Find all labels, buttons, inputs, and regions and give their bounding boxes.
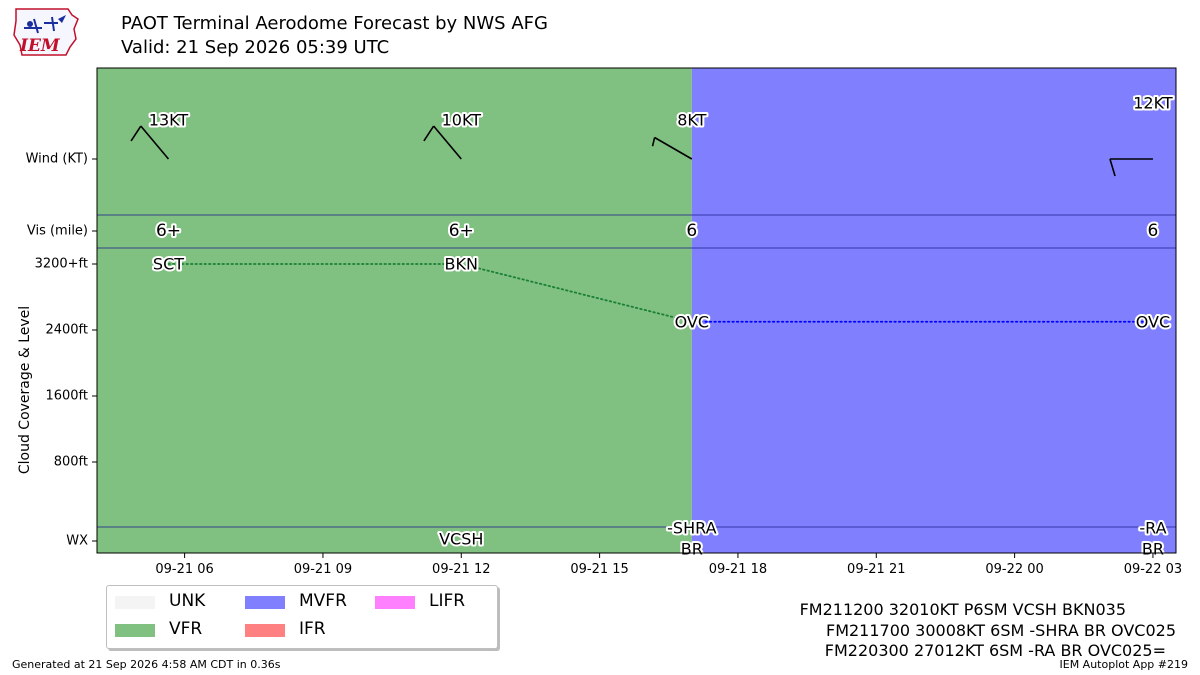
cloud-level-line (460, 263, 693, 323)
band-vfr (97, 68, 692, 553)
x-tick-label: 09-21 06 (155, 562, 213, 577)
plot-frame (96, 67, 1177, 554)
x-tick-label: 09-21 15 (570, 562, 628, 577)
logo-text: IEM (19, 36, 61, 56)
y-tick-label: 3200+ft (35, 257, 88, 272)
generated-footer: Generated at 21 Sep 2026 4:58 AM CDT in … (12, 658, 281, 671)
legend-label: UNK (169, 591, 206, 611)
visibility-label: 6+ (449, 221, 474, 241)
taf-line-1: FM211200 32010KT P6SM VCSH BKN035 (799, 600, 1126, 619)
wind-barb-feather (1109, 158, 1116, 177)
chart-subtitle: Valid: 21 Sep 2026 05:39 UTC (121, 37, 390, 58)
legend-swatch (115, 624, 155, 637)
x-tick-label: 09-21 12 (432, 562, 490, 577)
band-mvfr (691, 68, 1176, 553)
weather-label: VCSH (439, 530, 483, 549)
wind-barb (1109, 158, 1153, 177)
taf-line-2: FM211700 30008KT 6SM -SHRA BR OVC025 (825, 621, 1176, 640)
legend-swatch (115, 596, 155, 609)
y-axis-label: Cloud Coverage & Level (17, 306, 33, 474)
legend-label: VFR (169, 619, 203, 639)
wind-barb (130, 125, 170, 160)
wind-speed-label: 10KT (442, 111, 482, 130)
vis-row-label: Vis (mile) (27, 224, 88, 239)
iem-logo: IEM (13, 8, 79, 56)
weather-label: BR (1142, 540, 1164, 559)
wind-barb (423, 125, 462, 160)
legend-label: IFR (299, 619, 326, 639)
visibility-label: 6+ (156, 221, 181, 241)
x-tick-label: 09-22 00 (985, 562, 1043, 577)
wind-barb-staff (433, 125, 462, 160)
sky-cover-label: BKN (445, 255, 478, 274)
x-tick-label: 09-21 09 (294, 562, 352, 577)
wind-barb (651, 136, 693, 160)
x-tick-label: 09-21 18 (709, 562, 767, 577)
wind-barb-feather (423, 125, 435, 142)
x-tick-label: 09-21 21 (847, 562, 905, 577)
wind-speed-label: 13KT (149, 111, 189, 130)
wind-barb-staff (140, 125, 170, 160)
weather-label: BR (681, 540, 703, 559)
chart-title: PAOT Terminal Aerodome Forecast by NWS A… (121, 13, 548, 34)
legend-label: LIFR (429, 591, 466, 611)
weather-label: -SHRA (667, 519, 716, 538)
wind-barb-staff (654, 136, 693, 160)
legend-swatch (375, 596, 415, 609)
wind-barb-feather (651, 137, 656, 147)
wind-speed-label: 8KT (677, 111, 706, 130)
wx-row-label: WX (66, 534, 88, 549)
taf-line-3: FM220300 27012KT 6SM -RA BR OVC025= (824, 641, 1166, 660)
wind-row-label: Wind (KT) (26, 152, 88, 167)
app-footer: IEM Autoplot App #219 (1059, 658, 1189, 671)
legend-swatch (245, 624, 285, 637)
y-tick-label: 2400ft (45, 323, 88, 338)
legend: UNK MVFR LIFR VFR IFR (106, 585, 498, 649)
legend-label: MVFR (299, 591, 347, 611)
visibility-label: 6 (1148, 221, 1159, 241)
visibility-label: 6 (686, 221, 697, 241)
y-tick-label: 800ft (54, 455, 88, 470)
x-tick-label: 09-22 03 (1124, 562, 1182, 577)
weather-label: -RA (1139, 519, 1166, 538)
sky-cover-label: SCT (153, 255, 184, 274)
wind-barb-feather (130, 125, 142, 142)
legend-swatch (245, 596, 285, 609)
sky-cover-label: OVC (1136, 312, 1170, 331)
sky-cover-label: OVC (675, 312, 709, 331)
wind-speed-label: 12KT (1133, 94, 1173, 113)
y-tick-label: 1600ft (45, 389, 88, 404)
